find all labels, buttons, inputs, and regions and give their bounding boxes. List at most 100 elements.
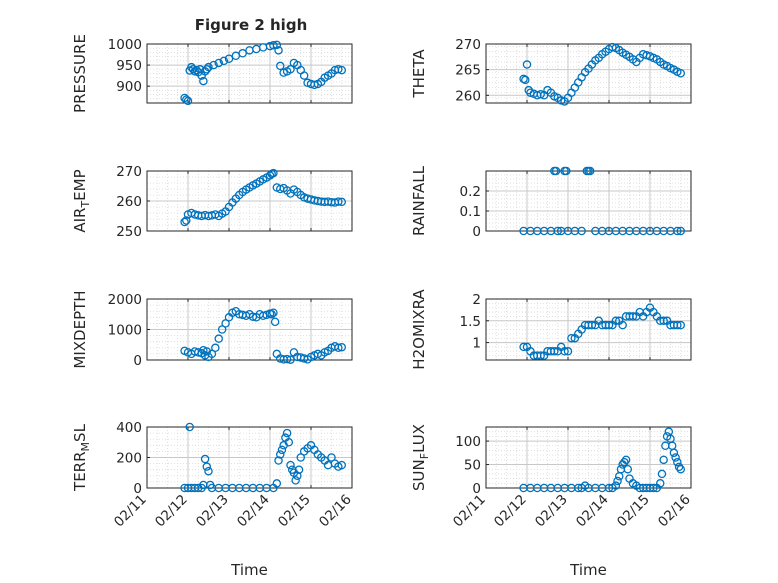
data-point [274,46,283,55]
data-point [282,428,292,438]
y-tick-label: 0 [133,353,142,369]
series-h2omixra [519,303,686,360]
data-point [269,308,278,317]
ylabel-theta: THETA [410,49,428,99]
data-point [560,347,569,356]
data-point [587,320,597,330]
axes-box [485,298,692,361]
y-tick-label: 1.5 [460,314,481,330]
series-air_temp [180,168,346,227]
data-point [310,80,319,90]
y-tick-label: 270 [116,164,142,180]
y-tick-label: 100 [455,434,481,450]
panel-mixdepth: 2000 1000 0 MIXDEPTH [71,290,353,369]
xlabel: Time [230,561,268,579]
y-tick-label: 0 [472,224,481,240]
data-point [577,226,586,236]
data-point [282,354,292,364]
data-point [519,342,528,352]
data-point [211,343,220,353]
data-point [185,422,194,432]
y-tick-label: 200 [116,451,142,467]
data-point [209,60,218,70]
data-point [269,41,278,50]
y-tick-label: 1000 [108,323,142,339]
data-point [274,456,283,465]
figure-title: Figure 2 high [195,16,308,34]
data-point [676,464,686,474]
data-point [334,65,343,74]
y-tick-label: 260 [455,88,481,104]
data-point [334,343,343,353]
data-point [293,471,302,481]
data-point [562,166,571,176]
data-point [337,197,346,207]
ylabel-h2omixra: H2OMIXRA [410,289,428,370]
ylabel-air_temp: AIRTEMP [71,169,92,232]
y-tick-label: 0.2 [460,184,481,200]
series-theta [519,42,686,106]
y-tick-label: 2 [472,292,481,308]
axes-box [485,170,692,232]
data-point [551,166,561,176]
data-point [671,453,680,462]
data-point [267,309,276,319]
panel-h2omixra: 2 1.5 1 H2OMIXRA [410,289,692,370]
data-point [550,347,559,356]
data-point [604,320,614,330]
data-point [224,54,234,64]
data-point [202,462,212,471]
data-point [204,466,213,476]
y-tick-label: 2000 [108,292,142,308]
data-point [620,457,629,467]
y-tick-label: 1 [472,336,481,352]
axes-box [485,43,692,104]
data-point [192,65,201,75]
data-point [180,217,189,227]
data-point [299,71,309,80]
data-point [521,75,530,85]
axes-box [146,43,353,104]
data-point [621,455,631,465]
series-terr_msl [180,422,346,493]
ylabel-terr_msl: TERRMSL [71,423,92,492]
data-point [618,320,627,330]
y-tick-label: 250 [116,224,142,240]
y-tick-label: 1000 [108,37,142,53]
data-point [269,168,278,178]
data-point [628,312,638,321]
ylabel-pressure: PRESSURE [71,34,89,113]
data-point [284,437,294,447]
data-point [656,479,665,488]
series-rainfall [519,166,686,236]
data-point [669,448,679,458]
y-tick-label: 950 [116,58,142,74]
data-point [673,320,682,330]
data-point [659,455,668,465]
y-tick-label: 50 [464,458,481,474]
panel-rainfall: 0.2 0.1 0 RAINFALL [410,165,692,240]
data-point [277,445,287,455]
data-point [200,454,210,464]
ylabel-mixdepth: MIXDEPTH [71,290,89,368]
data-point [183,96,193,106]
series-pressure [180,40,346,106]
y-tick-label: 900 [116,79,142,95]
data-point [182,216,191,225]
data-point [190,67,200,76]
y-tick-label: 0.1 [460,204,481,220]
data-point [676,68,686,78]
data-point [676,320,686,330]
data-point [272,40,282,50]
data-point [613,476,622,486]
y-tick-label: 0 [472,481,481,497]
data-point [659,316,668,326]
data-point [673,457,682,467]
data-point [563,347,573,356]
data-point [337,65,346,75]
data-point [202,65,212,74]
data-point [611,316,621,326]
data-point [270,317,280,327]
